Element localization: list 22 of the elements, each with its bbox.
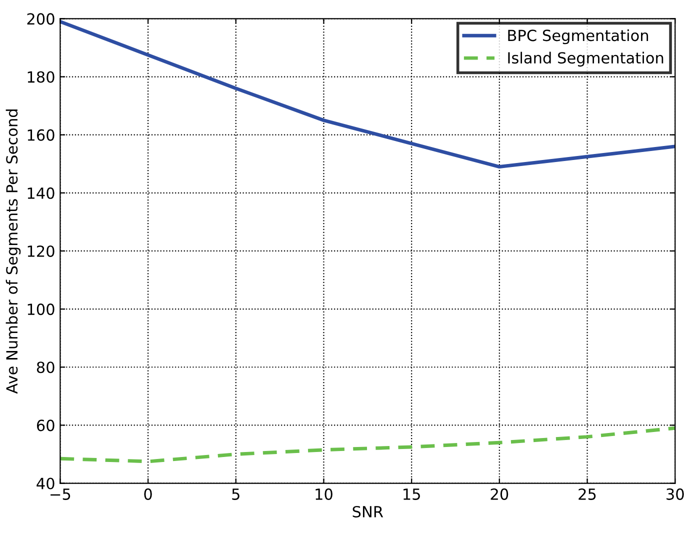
x-tick-label: 0 [144, 488, 152, 500]
y-tick-label: 100 [28, 304, 54, 316]
x-tick-label: 30 [666, 488, 684, 500]
y-tick-label: 140 [28, 187, 54, 199]
y-tick-label: 80 [36, 362, 54, 374]
x-tick-label: 15 [404, 488, 420, 500]
y-tick-label: 160 [28, 129, 54, 141]
line-series [60, 426, 676, 464]
x-tick-label: 25 [578, 488, 596, 500]
legend-label: Island Segmentation [508, 52, 664, 67]
y-axis-title: Ave Number of Segments Per Second [6, 110, 21, 394]
y-tick-label: 200 [27, 13, 54, 25]
y-tick-label: 60 [36, 420, 54, 432]
x-tick-label: 5 [232, 488, 240, 500]
y-tick-label: 40 [36, 478, 54, 490]
x-tick-label: 20 [490, 488, 508, 500]
x-tick-label: −5 [50, 488, 70, 500]
y-tick-label: 180 [28, 71, 54, 83]
x-axis-title: SNR [352, 506, 384, 518]
x-tick-label: 10 [316, 488, 332, 500]
legend-label: BPC Segmentation [508, 29, 648, 44]
y-tick-label: 120 [28, 245, 54, 257]
